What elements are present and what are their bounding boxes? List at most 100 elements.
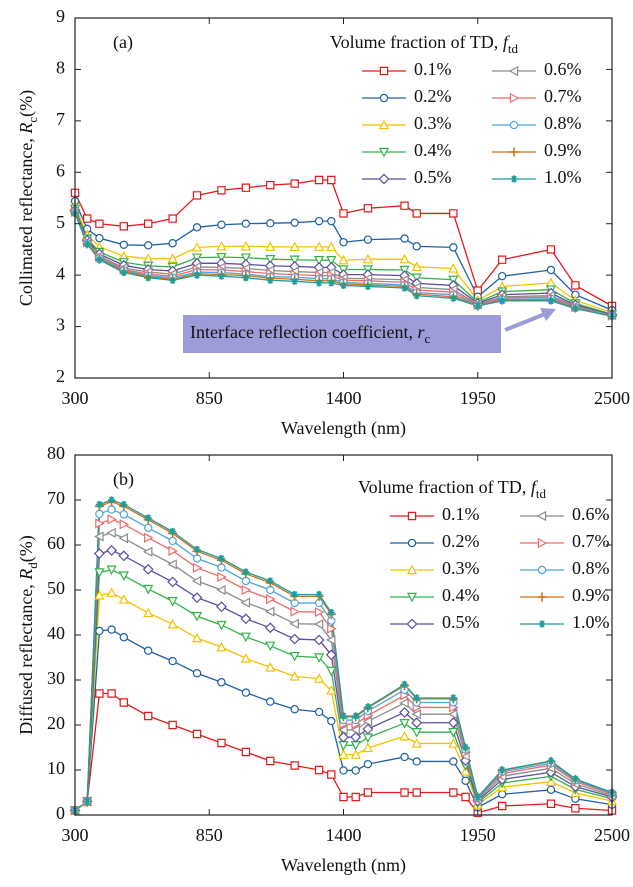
panel-label: (b) (113, 469, 134, 490)
point-marker (473, 286, 482, 295)
point-marker (326, 256, 337, 266)
x-axis-title: Wavelength (nm) (281, 418, 406, 439)
legend-label: 0.5% (414, 167, 452, 187)
point-marker (265, 662, 276, 672)
point-marker (192, 554, 202, 563)
point-marker (217, 678, 226, 687)
point-marker (241, 747, 251, 757)
point-marker (338, 731, 349, 743)
legend-title-part: td (508, 41, 519, 56)
point-marker (168, 656, 177, 666)
point-marker (143, 607, 154, 618)
y-axis-title-part: Diffused reflectance, (16, 580, 36, 735)
point-marker (191, 632, 203, 643)
annotation: Interface reflection coefficient, rc (190, 322, 431, 346)
point-marker (350, 724, 360, 736)
x-tick-label: 1950 (460, 388, 496, 408)
point-marker (326, 666, 337, 677)
legend-title-part: Volume fraction of TD, (358, 477, 531, 497)
point-marker (537, 537, 548, 549)
point-marker (120, 500, 128, 509)
point-marker (351, 792, 360, 802)
y-tick-label: 8 (56, 58, 65, 78)
legend-label: 0.2% (414, 86, 452, 106)
point-marker (118, 550, 130, 562)
point-marker (120, 268, 128, 277)
point-marker (326, 684, 337, 695)
point-marker (400, 788, 409, 797)
point-marker (216, 252, 227, 263)
point-marker (449, 694, 457, 702)
point-marker (106, 544, 118, 556)
point-marker (106, 565, 117, 576)
x-tick-label: 2500 (594, 388, 630, 408)
point-marker (315, 279, 323, 287)
point-marker (168, 214, 177, 223)
point-marker (168, 545, 179, 556)
x-tick-label: 1950 (460, 825, 496, 845)
point-marker (363, 204, 373, 213)
legend-label: 0.2% (442, 531, 480, 551)
point-marker (265, 241, 276, 252)
point-marker (291, 590, 299, 599)
point-marker (546, 785, 556, 794)
point-marker (327, 623, 337, 634)
y-tick-label: 4 (56, 263, 65, 283)
y-tick-label: 80 (47, 443, 65, 463)
legend-label: 1.0% (572, 612, 610, 632)
point-marker (411, 728, 422, 738)
point-marker (327, 279, 335, 287)
point-marker (216, 641, 227, 652)
point-marker (497, 255, 507, 264)
point-marker (326, 241, 337, 252)
point-marker (216, 240, 227, 251)
point-marker (327, 175, 336, 185)
point-marker (94, 568, 105, 578)
point-marker (95, 500, 104, 509)
point-marker (266, 585, 275, 595)
point-marker (339, 792, 348, 802)
x-axis-title: Wavelength (nm) (281, 855, 406, 876)
point-marker (400, 284, 409, 292)
point-marker (95, 233, 104, 243)
y-tick-label: 7 (56, 109, 65, 129)
legend-label: 0.8% (544, 113, 582, 133)
point-marker (265, 255, 276, 265)
point-marker (119, 698, 129, 707)
point-marker (95, 626, 104, 636)
point-marker (107, 689, 116, 698)
point-marker (144, 274, 152, 282)
point-marker (412, 788, 421, 797)
annotation-arrowhead (540, 308, 556, 321)
point-marker (242, 274, 250, 282)
point-marker (240, 632, 251, 643)
point-marker (290, 761, 299, 770)
point-marker (537, 565, 547, 575)
point-marker (144, 532, 154, 543)
point-marker (448, 738, 459, 748)
point-marker (413, 292, 421, 300)
legend-label: 0.3% (414, 113, 452, 133)
annotation-part: c (425, 331, 431, 346)
point-marker (291, 277, 299, 285)
y-tick-label: 0 (56, 803, 65, 823)
point-marker (400, 680, 409, 689)
point-marker (241, 584, 252, 596)
point-marker (83, 797, 91, 806)
point-marker (449, 757, 458, 766)
point-marker (400, 234, 409, 243)
point-marker (289, 618, 299, 629)
point-marker (167, 597, 178, 607)
y-tick-label: 20 (47, 713, 65, 733)
point-marker (217, 563, 226, 572)
y-axis-title-part: d (25, 562, 40, 569)
point-marker (266, 577, 274, 585)
point-marker (313, 634, 325, 646)
point-marker (412, 757, 421, 766)
point-marker (290, 179, 299, 188)
point-marker (193, 271, 201, 279)
point-marker (240, 240, 251, 251)
point-marker (509, 92, 520, 104)
point-marker (119, 240, 129, 249)
plot-frame (74, 454, 613, 816)
